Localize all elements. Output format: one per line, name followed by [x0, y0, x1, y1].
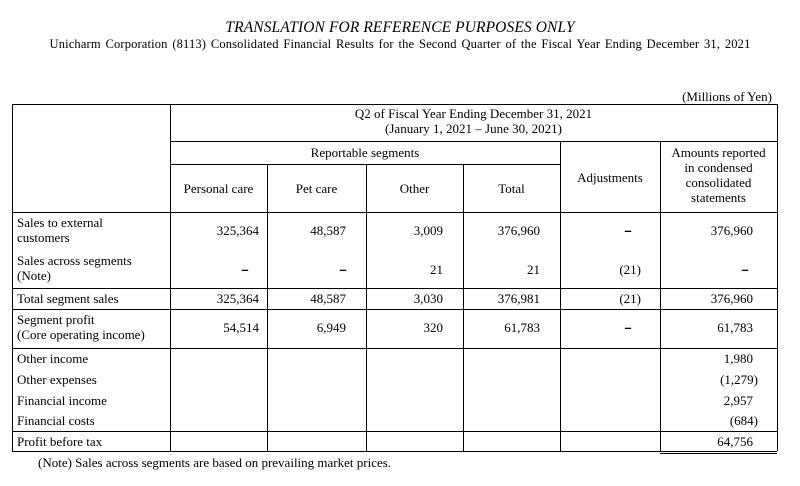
cell-value: 61,783 — [504, 320, 540, 335]
row-label-financial-costs: Financial costs — [17, 413, 95, 428]
reportable-segments-header: Reportable segments — [310, 145, 420, 160]
col-adjustments: Adjustments — [577, 170, 643, 185]
cell-dash: – — [624, 223, 632, 238]
document-title: TRANSLATION FOR REFERENCE PURPOSES ONLY — [225, 19, 575, 36]
row-label-financial-income: Financial income — [17, 393, 107, 408]
cell-value: (1,279) — [720, 372, 758, 387]
cell-value: 320 — [423, 320, 444, 335]
cell-value: 376,960 — [710, 223, 753, 238]
document-subtitle: Unicharm Corporation (8113) Consolidated… — [49, 37, 751, 51]
col-amounts-reported: Amounts reported in condensed consolidat… — [671, 145, 766, 205]
cell-dash: – — [241, 262, 249, 277]
cell-value: 3,009 — [413, 223, 443, 238]
period-header: Q2 of Fiscal Year Ending December 31, 20… — [354, 106, 593, 136]
cell-value: 1,980 — [723, 351, 753, 366]
cell-dash: – — [339, 262, 347, 277]
row-label-profit-before-tax: Profit before tax — [17, 434, 103, 449]
unit-label: (Millions of Yen) — [682, 89, 772, 104]
cell-value: 376,960 — [710, 291, 753, 306]
cell-value: 376,981 — [497, 291, 540, 306]
row-label-sales-across: Sales across segments (Note) — [17, 253, 132, 283]
footnote: (Note) Sales across segments are based o… — [38, 455, 392, 470]
col-personal-care: Personal care — [183, 181, 254, 196]
col-pet-care: Pet care — [295, 181, 338, 196]
row-label-other-income: Other income — [17, 351, 89, 366]
row-label-sales-external: Sales to external customers — [17, 215, 103, 245]
cell-value: 325,364 — [216, 223, 259, 238]
cell-value: (21) — [619, 291, 641, 306]
cell-dash: – — [741, 262, 749, 277]
cell-value: 54,514 — [223, 320, 259, 335]
cell-dash: – — [624, 320, 632, 335]
row-label-total-sales: Total segment sales — [17, 291, 119, 306]
col-other: Other — [399, 181, 430, 196]
cell-value: 21 — [430, 262, 443, 277]
row-label-other-expenses: Other expenses — [17, 372, 97, 387]
cell-value: (21) — [619, 262, 641, 277]
cell-value: (684) — [729, 413, 758, 428]
cell-value: 2,957 — [723, 393, 753, 408]
row-label-segment-profit: Segment profit (Core operating income) — [17, 312, 145, 342]
cell-value: 3,030 — [413, 291, 443, 306]
cell-value: 64,756 — [717, 434, 753, 449]
cell-value: 48,587 — [310, 223, 346, 238]
cell-value: 61,783 — [717, 320, 753, 335]
cell-value: 325,364 — [216, 291, 259, 306]
col-total: Total — [498, 181, 525, 196]
cell-value: 6,949 — [316, 320, 346, 335]
cell-value: 376,960 — [497, 223, 540, 238]
cell-value: 21 — [527, 262, 540, 277]
cell-value: 48,587 — [310, 291, 346, 306]
